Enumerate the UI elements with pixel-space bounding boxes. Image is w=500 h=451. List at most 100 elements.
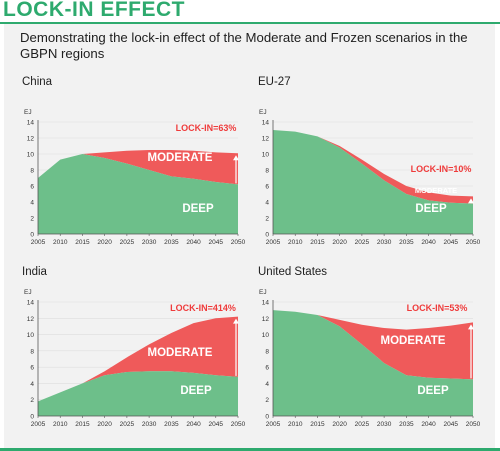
chart-eu27-svg: 0 2 4 6 8 10 12 14 EJ 2005 2010 2015 2020 2025 2030 203… bbox=[259, 109, 481, 246]
x-tick-label: 2045 bbox=[209, 421, 224, 428]
y-tick-label: 0 bbox=[265, 414, 269, 421]
x-tick-label: 2045 bbox=[444, 421, 459, 428]
x-tick-label: 2045 bbox=[444, 239, 459, 246]
page-title: LOCK-IN EFFECT bbox=[3, 0, 185, 21]
x-tick-label: 2050 bbox=[466, 421, 481, 428]
y-tick-label: 8 bbox=[265, 348, 269, 355]
header-rule bbox=[0, 22, 500, 24]
y-tick-label: 4 bbox=[265, 381, 269, 388]
footer-rule bbox=[0, 448, 500, 451]
chart-china: China 0 2 4 6 8 10 12 14 EJ 2005 2010 2015 2020 2025 2… bbox=[0, 0, 250, 246]
y-tick-label: 4 bbox=[265, 200, 269, 207]
x-tick-label: 2040 bbox=[186, 421, 201, 428]
lockin-arrow-head bbox=[233, 155, 239, 161]
series-label-moderate: MODERATE bbox=[415, 186, 457, 195]
x-tick-label: 2010 bbox=[288, 421, 303, 428]
y-tick-label: 12 bbox=[262, 136, 270, 143]
chart-india-svg: 0 2 4 6 8 10 12 14 EJ 2005 2010 2015 2020 2025 2030 203… bbox=[24, 289, 246, 428]
x-tick-label: 2010 bbox=[53, 239, 68, 246]
deep-area bbox=[38, 371, 238, 416]
y-tick-label: 0 bbox=[265, 232, 269, 239]
header: LOCK-IN EFFECT bbox=[0, 0, 500, 24]
x-tick-label: 2030 bbox=[377, 421, 392, 428]
x-tick-label: 2010 bbox=[288, 239, 303, 246]
chart-eu27: EU-27 0 2 4 6 8 10 12 14 EJ 2005 2010 2015 2020 2025 2… bbox=[258, 76, 481, 246]
x-tick-label: 2020 bbox=[97, 239, 112, 246]
chart-united-states-svg: 0 2 4 6 8 10 12 14 EJ 2005 2010 2015 2020 2025 2030 203… bbox=[259, 289, 481, 428]
y-tick-label: 2 bbox=[265, 216, 269, 223]
y-tick-label: 8 bbox=[265, 168, 269, 175]
x-tick-label: 2015 bbox=[310, 421, 325, 428]
y-tick-label: 6 bbox=[30, 365, 34, 372]
x-tick-label: 2035 bbox=[164, 421, 179, 428]
x-tick-label: 2005 bbox=[31, 239, 46, 246]
series-label-moderate: MODERATE bbox=[381, 335, 446, 347]
y-tick-label: 8 bbox=[30, 168, 34, 175]
x-tick-label: 2005 bbox=[31, 421, 46, 428]
series-label-deep: DEEP bbox=[415, 203, 447, 215]
y-tick-label: 12 bbox=[262, 316, 270, 323]
x-tick-label: 2030 bbox=[142, 421, 157, 428]
x-tick-label: 2030 bbox=[377, 239, 392, 246]
series-label-moderate: MODERATE bbox=[148, 152, 213, 164]
moderate-area bbox=[273, 130, 473, 204]
x-tick-label: 2030 bbox=[142, 239, 157, 246]
series-label-deep: DEEP bbox=[182, 203, 214, 215]
lockin-label: LOCK-IN=414% bbox=[170, 303, 236, 313]
x-tick-label: 2020 bbox=[97, 421, 112, 428]
moderate-area bbox=[38, 150, 238, 185]
x-tick-label: 2050 bbox=[466, 239, 481, 246]
x-tick-label: 2045 bbox=[209, 239, 224, 246]
series-label-deep: DEEP bbox=[417, 385, 449, 397]
lockin-label: LOCK-IN=10% bbox=[411, 164, 472, 174]
x-tick-label: 2035 bbox=[164, 239, 179, 246]
y-tick-label: 12 bbox=[27, 316, 35, 323]
lockin-arrow-head bbox=[468, 198, 474, 204]
x-tick-label: 2050 bbox=[231, 421, 246, 428]
lockin-label: LOCK-IN=63% bbox=[176, 123, 237, 133]
lockin-arrow-head bbox=[233, 318, 239, 324]
x-tick-label: 2015 bbox=[75, 421, 90, 428]
x-tick-label: 2050 bbox=[231, 239, 246, 246]
y-tick-label: 4 bbox=[30, 200, 34, 207]
deep-area bbox=[273, 130, 473, 234]
x-tick-label: 2020 bbox=[332, 239, 347, 246]
chart-title: China bbox=[22, 76, 53, 88]
moderate-area bbox=[273, 310, 473, 380]
y-tick-label: 8 bbox=[30, 348, 34, 355]
y-axis-label: EJ bbox=[24, 109, 32, 116]
y-tick-label: 10 bbox=[27, 332, 35, 339]
y-tick-label: 14 bbox=[27, 120, 35, 127]
chart-title: India bbox=[22, 266, 47, 278]
chart-india: India 0 2 4 6 8 10 12 14 EJ 2005 2010 2015 2020 2025 2… bbox=[0, 0, 250, 440]
y-tick-label: 2 bbox=[265, 397, 269, 404]
y-tick-label: 10 bbox=[27, 152, 35, 159]
chart-title: EU-27 bbox=[258, 76, 291, 88]
moderate-area bbox=[38, 316, 238, 402]
x-tick-label: 2035 bbox=[399, 421, 414, 428]
deep-area bbox=[38, 154, 238, 234]
y-tick-label: 0 bbox=[30, 232, 34, 239]
x-tick-label: 2010 bbox=[53, 421, 68, 428]
x-tick-label: 2040 bbox=[421, 239, 436, 246]
chart-subtitle: Demonstrating the lock-in effect of the … bbox=[20, 30, 468, 61]
y-tick-label: 12 bbox=[27, 136, 35, 143]
y-axis-label: EJ bbox=[259, 289, 267, 296]
x-tick-label: 2025 bbox=[355, 239, 370, 246]
y-tick-label: 10 bbox=[262, 152, 270, 159]
chart-title: United States bbox=[258, 266, 328, 278]
y-tick-label: 2 bbox=[30, 216, 34, 223]
y-tick-label: 14 bbox=[262, 120, 270, 127]
y-tick-label: 2 bbox=[30, 397, 34, 404]
y-tick-label: 6 bbox=[265, 365, 269, 372]
x-tick-label: 2005 bbox=[266, 421, 281, 428]
x-tick-label: 2040 bbox=[421, 421, 436, 428]
y-tick-label: 10 bbox=[262, 332, 270, 339]
x-tick-label: 2040 bbox=[186, 239, 201, 246]
y-tick-label: 14 bbox=[27, 300, 35, 307]
x-tick-label: 2025 bbox=[355, 421, 370, 428]
x-tick-label: 2025 bbox=[120, 421, 135, 428]
y-tick-label: 6 bbox=[265, 184, 269, 191]
x-tick-label: 2035 bbox=[399, 239, 414, 246]
y-axis-label: EJ bbox=[24, 289, 32, 296]
